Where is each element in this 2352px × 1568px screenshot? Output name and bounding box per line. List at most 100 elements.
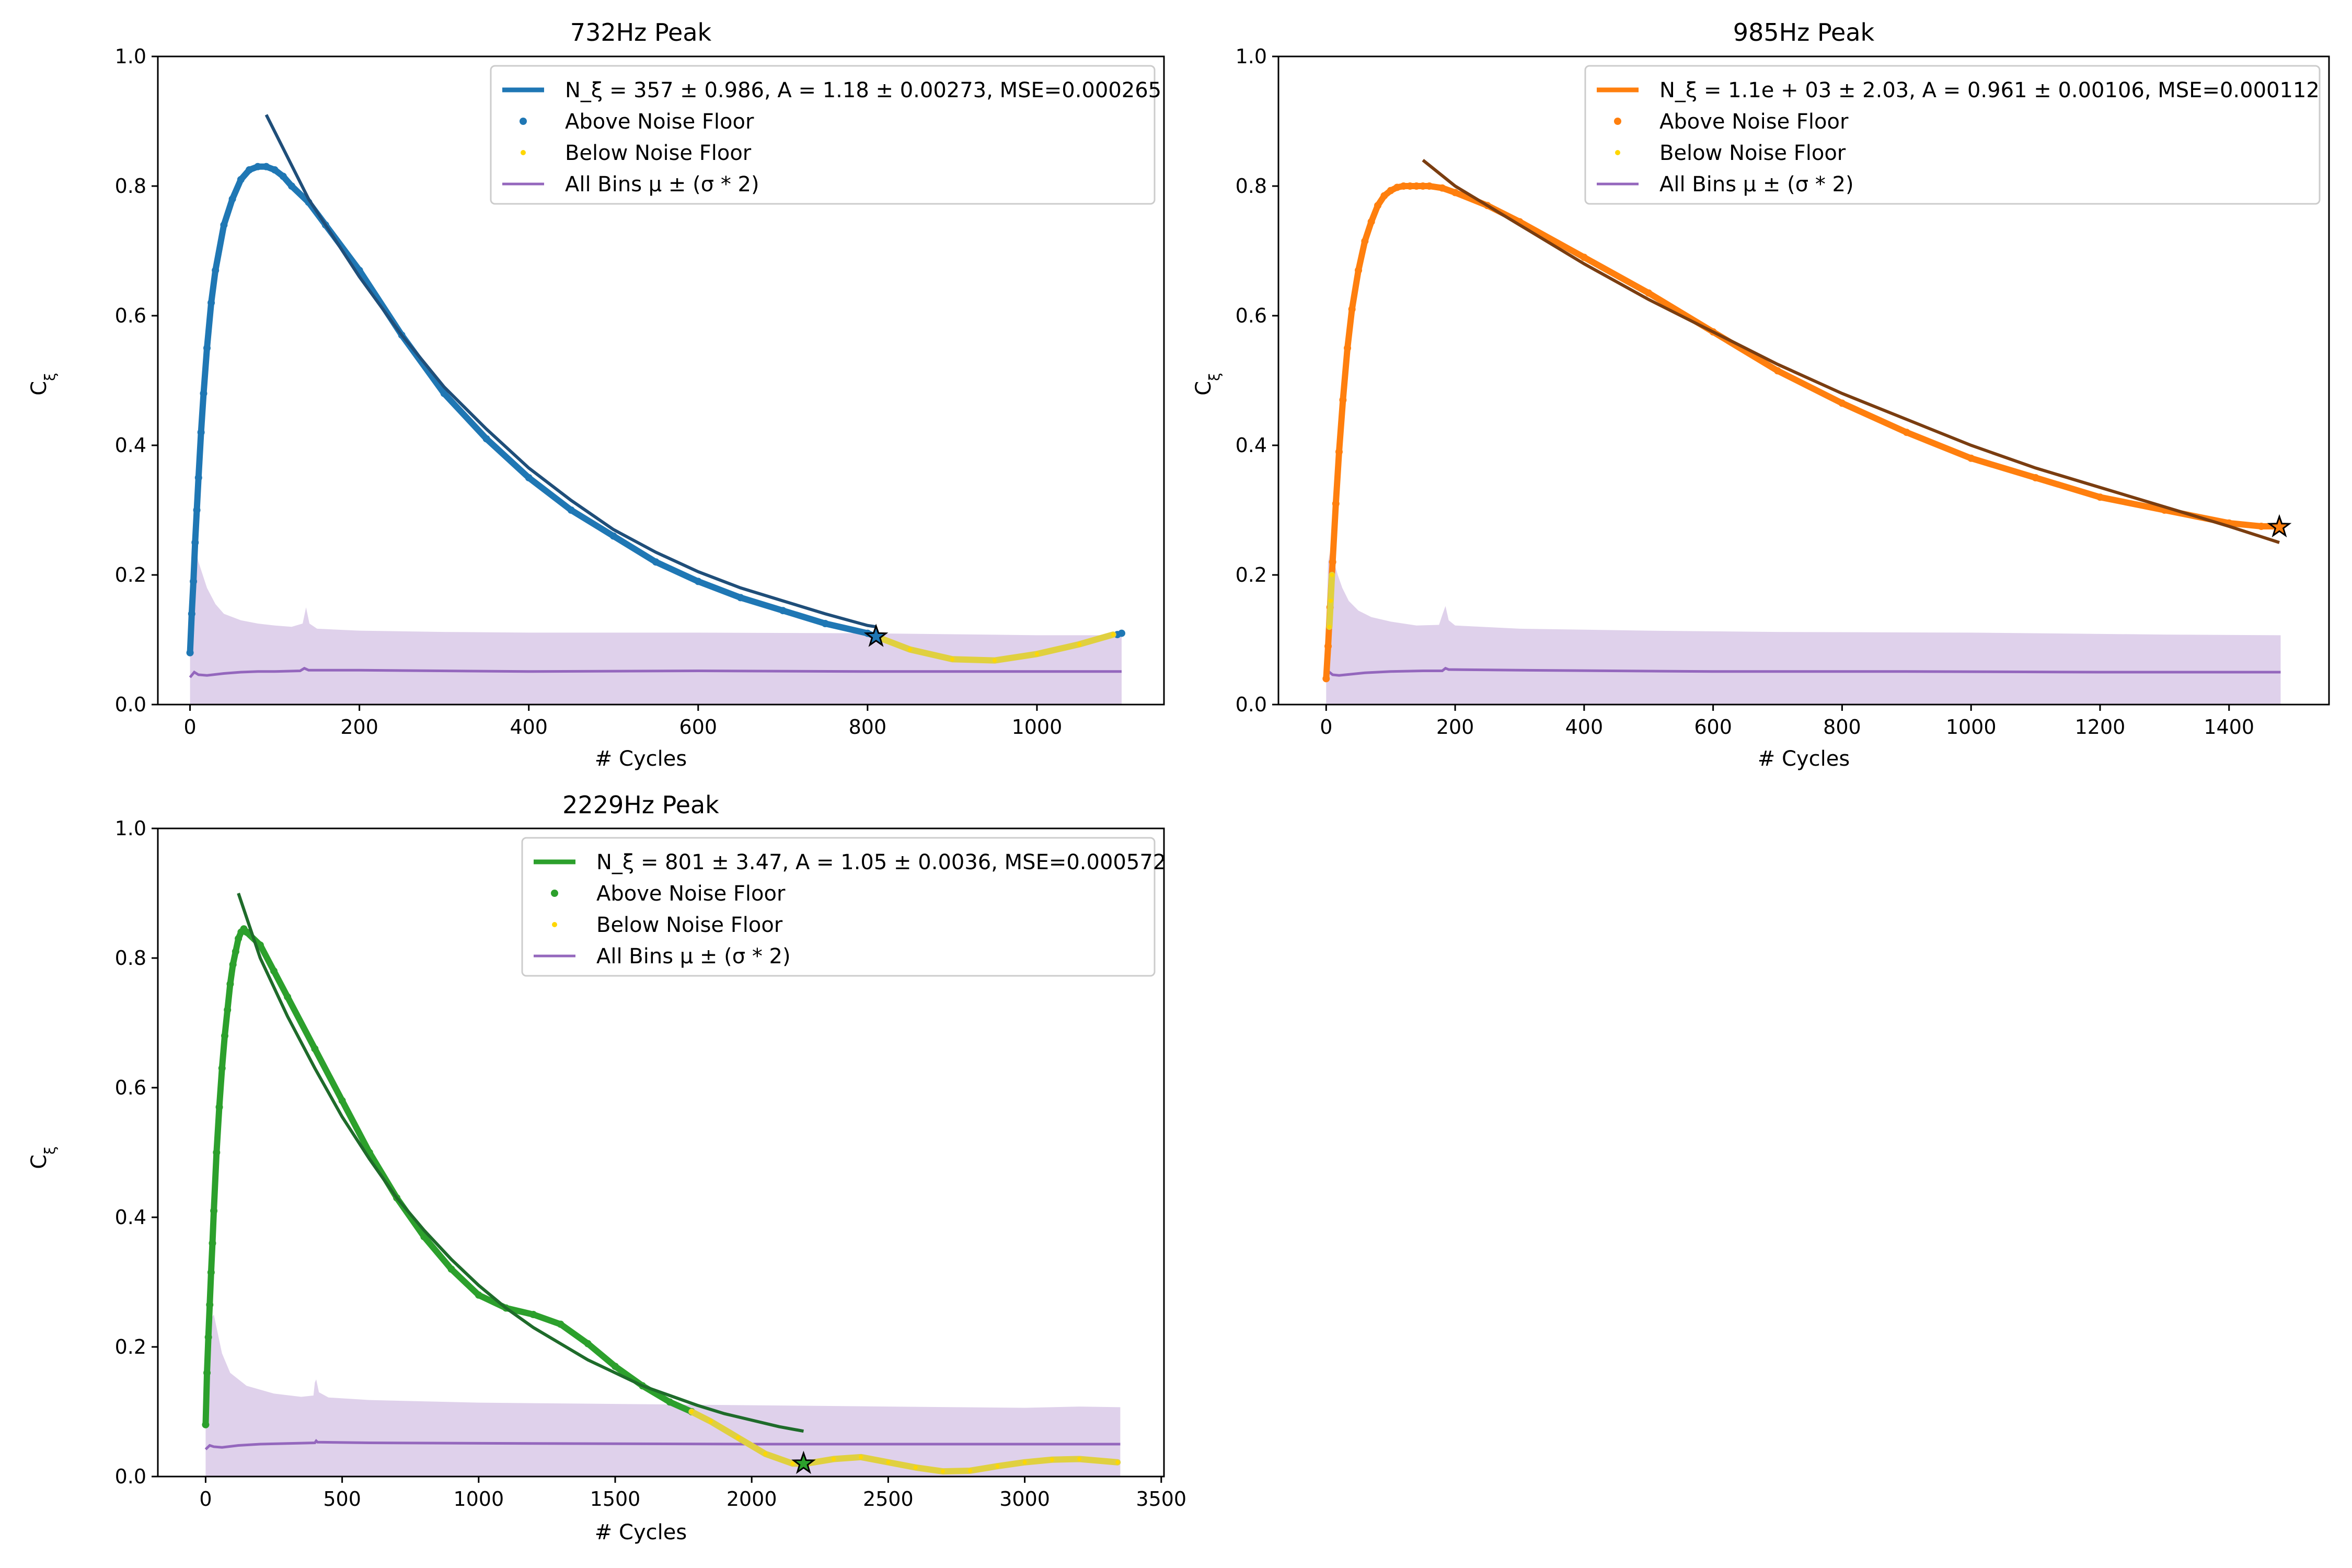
y-tick-label: 0.4 — [1236, 434, 1267, 457]
legend-box — [1584, 65, 2321, 205]
x-tick-label: 1200 — [2075, 716, 2126, 739]
below-noise-point — [1022, 1460, 1027, 1465]
x-tick-label: 0 — [1320, 716, 1332, 739]
legend-label: N_ξ = 801 ± 3.47, A = 1.05 ± 0.0036, MSE… — [596, 850, 1166, 874]
plot-area: 0 200 400 600 800 1000 1200 1400 0.0 0.2 0.4 0.6 0.8… — [1236, 45, 2330, 739]
x-tick-label: 2500 — [863, 1488, 914, 1511]
plot-title: 985Hz Peak — [1733, 18, 1875, 47]
x-tick-label: 600 — [679, 716, 718, 739]
below-noise-point — [1115, 1460, 1120, 1465]
x-tick-label: 2000 — [727, 1488, 777, 1511]
x-tick-label: 3500 — [1136, 1488, 1186, 1511]
legend-label: All Bins μ ± (σ * 2) — [1659, 172, 1854, 197]
plot-area: 0 500 1000 1500 2000 2500 3000 3500 0.0 0.2 0.4 0.6… — [115, 817, 1187, 1511]
x-axis-label: # Cycles — [595, 1520, 687, 1544]
below-noise-point — [950, 657, 954, 662]
axes-frame — [157, 827, 1165, 1478]
subplot-2229hz: 2229Hz Peak 0 500 1000 1500 2000 2500 3000 3500… — [27, 791, 1186, 1544]
x-tick-label: 800 — [1823, 716, 1861, 739]
legend-box — [490, 65, 1156, 205]
mean-line — [1325, 666, 2281, 677]
y-tick-label: 0.8 — [115, 947, 146, 970]
y-tick-label: 0.8 — [1236, 175, 1267, 198]
legend-box — [521, 837, 1156, 977]
x-tick-label: 1500 — [590, 1488, 641, 1511]
legend-label: Below Noise Floor — [596, 913, 783, 937]
noise-band — [1326, 549, 2281, 705]
legend-label: Below Noise Floor — [565, 141, 752, 165]
legend-below-handle — [521, 150, 526, 155]
y-tick-label: 0.8 — [115, 175, 146, 198]
x-tick-label: 600 — [1694, 716, 1732, 739]
noise-floor-star — [791, 1450, 816, 1474]
below-noise-point — [1330, 573, 1334, 577]
x-tick-label: 0 — [199, 1488, 212, 1511]
legend-below-handle — [1615, 150, 1620, 155]
mean-line — [204, 1438, 1121, 1450]
x-tick-label: 400 — [1565, 716, 1604, 739]
below-noise-point — [859, 1455, 863, 1459]
y-tick-label: 0.6 — [115, 1076, 146, 1099]
x-tick-label: 1400 — [2204, 716, 2254, 739]
below-noise-point — [907, 647, 912, 652]
above-noise-trace — [187, 163, 880, 656]
y-tick-label: 0.4 — [115, 434, 146, 457]
noise-floor-star — [2267, 514, 2292, 538]
y-tick-label: 0.0 — [1236, 693, 1267, 716]
legend-label: N_ξ = 1.1e + 03 ± 2.03, A = 0.961 ± 0.00… — [1659, 78, 2320, 102]
y-tick-label: 0.2 — [115, 1335, 146, 1358]
y-tick-label: 0.0 — [115, 693, 146, 716]
legend-label: All Bins μ ± (σ * 2) — [596, 944, 791, 969]
below-noise-point — [992, 658, 997, 663]
x-tick-label: 1000 — [453, 1488, 504, 1511]
y-tick-label: 0.2 — [1236, 563, 1267, 586]
y-tick-label: 1.0 — [115, 817, 146, 840]
fit-line — [237, 893, 804, 1433]
below-noise-point — [1111, 632, 1115, 637]
legend-above-handle — [1614, 118, 1621, 125]
below-noise-point — [995, 1464, 1000, 1469]
y-tick-label: 1.0 — [115, 45, 146, 68]
legend-above-handle — [551, 890, 558, 897]
y-tick-label: 1.0 — [1236, 45, 1267, 68]
x-axis-label: # Cycles — [595, 747, 687, 771]
below-noise-point — [689, 1410, 694, 1414]
x-axis-label: # Cycles — [1758, 747, 1850, 771]
plot-content — [186, 114, 1125, 705]
below-noise-point — [913, 1465, 918, 1470]
fit-line — [264, 114, 877, 629]
legend-below-handle — [552, 922, 557, 927]
fit-line — [1422, 159, 2280, 544]
plot-content — [202, 893, 1121, 1477]
below-noise-point — [708, 1419, 713, 1424]
below-noise-point — [1077, 1457, 1082, 1461]
below-noise-point — [1034, 652, 1039, 656]
below-noise-point — [940, 1469, 945, 1474]
above-noise-point — [1117, 629, 1125, 637]
noise-band — [190, 543, 1122, 705]
subplot-732hz: 732Hz Peak 0 200 400 600 800 1000 0.0 0.2 0.4 0.6… — [27, 18, 1165, 771]
axes-frame — [1277, 55, 2330, 706]
legend-above-handle — [520, 118, 527, 125]
x-tick-label: 500 — [323, 1488, 361, 1511]
x-tick-label: 3000 — [999, 1488, 1050, 1511]
below-noise-point — [1077, 642, 1081, 647]
below-noise-point — [886, 1460, 891, 1465]
y-tick-label: 0.0 — [115, 1465, 146, 1488]
above-noise-trace — [1323, 183, 2282, 682]
legend-label: Above Noise Floor — [596, 882, 786, 906]
plot-area: 0 200 400 600 800 1000 0.0 0.2 0.4 0.6 0.8 1.0 N_ξ =… — [115, 45, 1165, 739]
y-tick-label: 0.6 — [1236, 304, 1267, 327]
plot-title: 2229Hz Peak — [562, 791, 719, 819]
below-noise-point — [1328, 598, 1333, 603]
below-noise-point — [1050, 1457, 1054, 1462]
subplot-985hz: 985Hz Peak 0 200 400 600 800 1000 1200 14000.00… — [1192, 18, 2330, 771]
plot-content — [1322, 159, 2283, 705]
axes-frame — [157, 55, 1165, 706]
x-tick-label: 0 — [183, 716, 196, 739]
below-noise-point — [763, 1451, 768, 1456]
legend-label: Above Noise Floor — [1659, 110, 1849, 134]
plot-title: 732Hz Peak — [570, 18, 712, 47]
below-noise-point — [968, 1468, 973, 1473]
